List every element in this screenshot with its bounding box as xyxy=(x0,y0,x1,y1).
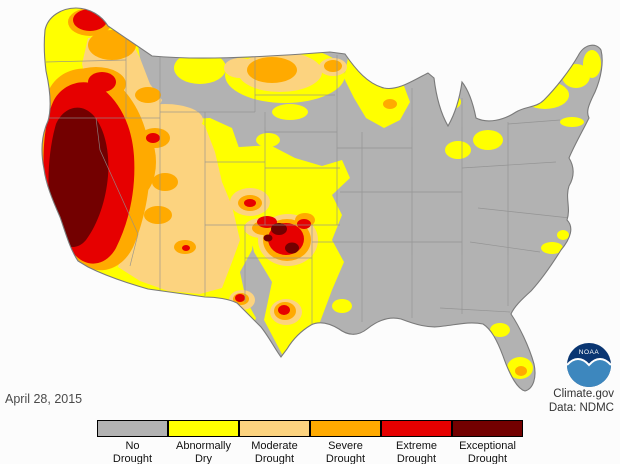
map-date: April 28, 2015 xyxy=(5,392,83,406)
attribution: Climate.gov Data: NDMC xyxy=(549,388,614,416)
attribution-data-source: Data: NDMC xyxy=(548,401,614,414)
attribution-source: Climate.gov xyxy=(553,388,614,400)
drought-region-d2 xyxy=(383,99,397,109)
drought-region-d4 xyxy=(263,234,273,242)
drought-region-d3 xyxy=(278,305,290,315)
legend-swatch xyxy=(452,420,523,437)
drought-region-d0 xyxy=(344,58,410,128)
legend-swatch-rect xyxy=(168,420,239,437)
drought-region-d3 xyxy=(146,133,160,143)
drought-region-d3 xyxy=(297,219,311,229)
legend-swatch xyxy=(97,420,168,437)
legend-swatch xyxy=(168,420,239,437)
legend-label: Moderate Drought xyxy=(251,440,298,464)
state-border-line xyxy=(477,207,571,219)
drought-region-d0 xyxy=(174,52,226,84)
drought-region-d4 xyxy=(271,223,287,235)
drought-region-d2 xyxy=(247,57,297,83)
drought-legend: No Drought Abnormally Dry Moderate Droug… xyxy=(97,420,523,464)
drought-region-d0 xyxy=(445,141,471,159)
drought-region-d0 xyxy=(560,117,584,127)
state-border-line xyxy=(461,161,557,169)
state-borders-layer xyxy=(44,24,571,330)
legend-item-extreme-drought: Extreme Drought xyxy=(381,420,452,464)
drought-region-d3 xyxy=(88,72,116,92)
drought-region-d2 xyxy=(135,87,161,103)
legend-item-exceptional-drought: Exceptional Drought xyxy=(452,420,523,464)
drought-region-d4 xyxy=(48,107,109,247)
layer-exceptional-drought xyxy=(48,107,299,254)
state-border-line xyxy=(507,119,561,125)
drought-region-d0 xyxy=(521,81,569,109)
drought-region-d0 xyxy=(473,130,503,150)
legend-label: No Drought xyxy=(112,440,153,464)
state-border-line xyxy=(439,307,511,313)
legend-swatch-rect xyxy=(452,420,523,437)
legend-swatch-rect xyxy=(310,420,381,437)
legend-label: Abnormally Dry xyxy=(175,440,232,464)
legend-swatch xyxy=(381,420,452,437)
drought-region-d0 xyxy=(256,133,280,147)
drought-region-d3 xyxy=(244,199,256,207)
drought-region-d0 xyxy=(332,299,352,313)
noaa-logo: NOAA xyxy=(566,343,612,387)
legend-item-no-drought: No Drought xyxy=(97,420,168,464)
legend-swatch xyxy=(239,420,310,437)
drought-region-d0 xyxy=(583,50,601,78)
state-border-line xyxy=(469,241,541,253)
noaa-logo-lower-half xyxy=(567,359,611,387)
legend-swatch-rect xyxy=(239,420,310,437)
drought-region-d0 xyxy=(541,242,563,254)
legend-label: Extreme Drought xyxy=(396,440,437,464)
drought-region-d2 xyxy=(144,206,172,224)
drought-region-d3 xyxy=(73,9,107,31)
drought-region-d0 xyxy=(557,230,569,240)
drought-region-d4 xyxy=(285,242,299,254)
drought-region-d3 xyxy=(182,245,190,251)
legend-label: Severe Drought xyxy=(325,440,366,464)
noaa-gull-icon xyxy=(566,358,612,367)
legend-swatch-rect xyxy=(381,420,452,437)
state-border-line xyxy=(95,117,139,267)
drought-region-d3 xyxy=(235,294,245,302)
drought-region-d0 xyxy=(490,323,510,337)
drought-region-d2 xyxy=(515,366,527,376)
legend-item-severe-drought: Severe Drought xyxy=(310,420,381,464)
legend-swatch xyxy=(310,420,381,437)
drought-region-d2 xyxy=(152,173,178,191)
legend-swatch-rect xyxy=(97,420,168,437)
legend-item-moderate-drought: Moderate Drought xyxy=(239,420,310,464)
legend-item-abnormally-dry: Abnormally Dry xyxy=(168,420,239,464)
drought-region-d2 xyxy=(324,60,342,72)
us-drought-map xyxy=(41,7,603,392)
legend-label: Exceptional Drought xyxy=(459,440,516,464)
state-border-line xyxy=(45,59,127,63)
drought-region-d0 xyxy=(272,104,308,120)
noaa-logo-text: NOAA xyxy=(579,349,600,356)
